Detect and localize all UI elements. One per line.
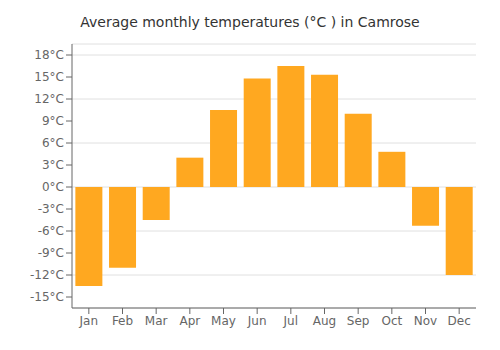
svg-text:6°C: 6°C: [42, 136, 64, 150]
svg-text:May: May: [211, 314, 236, 328]
svg-text:Sep: Sep: [347, 314, 370, 328]
svg-text:Jul: Jul: [283, 314, 298, 328]
svg-text:Jun: Jun: [247, 314, 267, 328]
svg-text:15°C: 15°C: [34, 70, 64, 84]
svg-text:18°C: 18°C: [34, 48, 64, 62]
svg-text:Dec: Dec: [448, 314, 471, 328]
svg-text:12°C: 12°C: [34, 92, 64, 106]
html-text:Average monthly temperatures (: Average monthly temperatures (°C ) in Ca…: [80, 14, 420, 30]
svg-text:Nov: Nov: [414, 314, 437, 328]
svg-text:0°C: 0°C: [42, 180, 64, 194]
svg-text:3°C: 3°C: [42, 158, 64, 172]
svg-text:-12°C: -12°C: [30, 268, 64, 282]
svg-text:-6°C: -6°C: [38, 224, 64, 238]
svg-text:Mar: Mar: [145, 314, 168, 328]
svg-text:Aug: Aug: [313, 314, 336, 328]
svg-text:9°C: 9°C: [42, 114, 64, 128]
svg-text:-3°C: -3°C: [38, 202, 64, 216]
svg-text:-9°C: -9°C: [38, 246, 64, 260]
svg-text:Apr: Apr: [179, 314, 200, 328]
svg-text:Feb: Feb: [112, 314, 133, 328]
svg-text:Jan: Jan: [79, 314, 99, 328]
svg-text:-15°C: -15°C: [30, 290, 64, 304]
svg-text:Oct: Oct: [381, 314, 402, 328]
